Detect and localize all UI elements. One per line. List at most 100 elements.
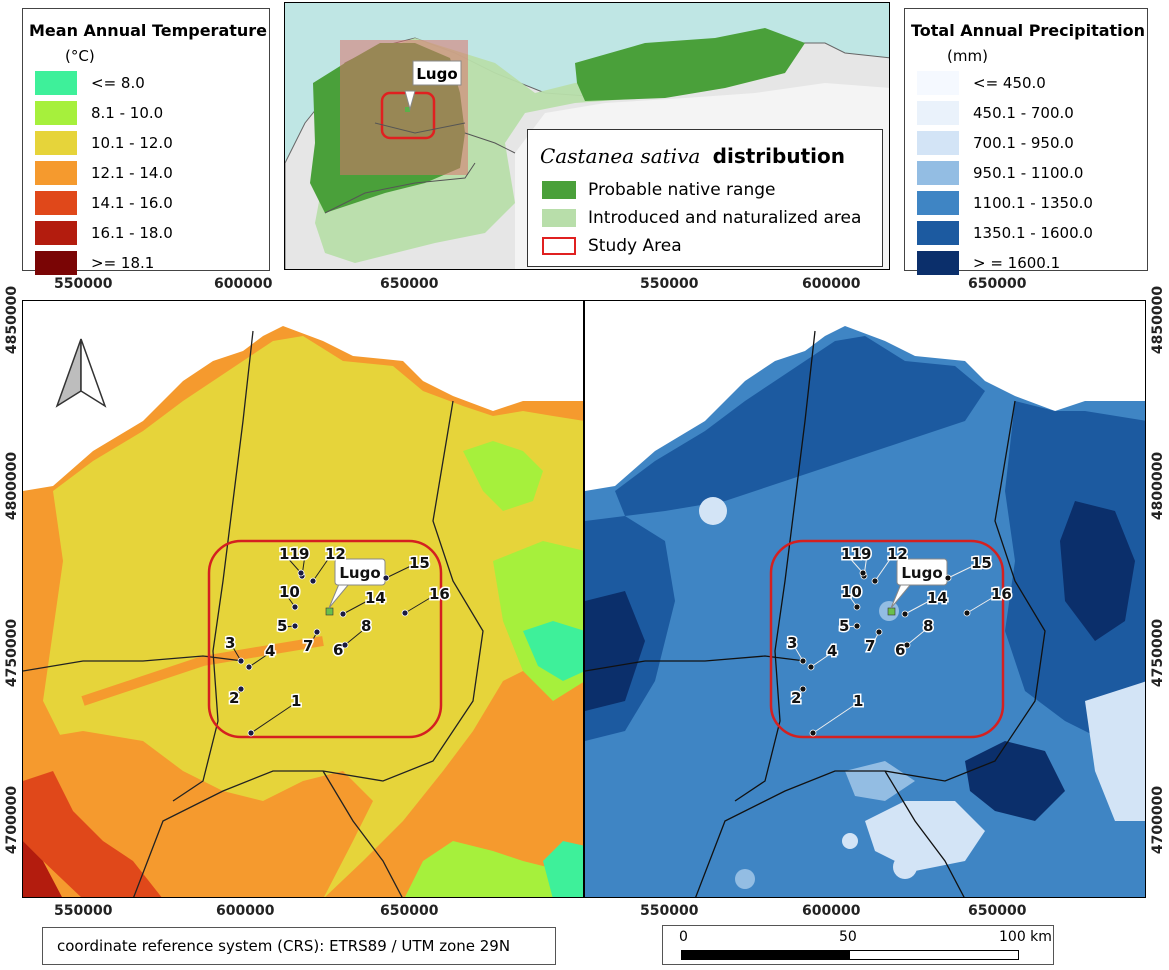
precipitation-legend: Total Annual Precipitation (mm) <= 450.0… [904,8,1148,275]
site-point [809,729,817,737]
site-point [245,663,253,671]
inset-legend-swatch [542,181,576,199]
site-label: 6 [895,641,905,659]
site-leader-line [904,598,934,615]
site-point [237,657,245,665]
x-tick-label: 600000 [214,276,273,292]
site-label: 12 [325,545,346,563]
precipitation-lugo-callout [896,558,948,586]
site-label: 5 [839,617,849,635]
site-point [853,603,861,611]
precipitation-zone-low-spot-d [842,833,858,849]
site-leader-line [874,554,894,582]
temperature-legend-title: Mean Annual Temperature [29,21,268,40]
inset-legend-title-distribution: distribution [712,144,845,168]
site-leader-line [906,626,930,646]
scale-label-100: 100 km [999,929,1052,945]
temperature-legend-item: <= 8.0 [35,71,145,95]
precipitation-legend-label: 700.1 - 950.0 [973,134,1074,152]
temperature-legend-label: <= 8.0 [91,74,145,92]
site-label: 15 [971,554,992,572]
site-label: 2 [791,689,801,707]
y-tick-label: 4800000 [1150,451,1167,521]
inset-legend: Castanea sativa distribution Probable na… [527,129,883,267]
precipitation-legend-item: 1100.1 - 1350.0 [917,191,1093,215]
site-label: 4 [827,642,837,660]
x-tick-label: 550000 [640,276,699,292]
temperature-legend-item: 8.1 - 10.0 [35,101,163,125]
site-label: 3 [225,634,235,652]
temperature-legend-label: 16.1 - 18.0 [91,224,173,242]
scale-segment-white [849,950,1019,960]
site-label: 9 [299,545,309,563]
inset-legend-item: Introduced and naturalized area [542,208,861,228]
inset-legend-label: Introduced and naturalized area [588,208,862,228]
inset-legend-title-species: Castanea sativa [540,144,701,168]
precipitation-legend-label: 450.1 - 700.0 [973,104,1074,122]
precipitation-lugo-label: Lugo [901,564,942,582]
site-point [807,663,815,671]
y-tick-label: 4850000 [4,285,21,355]
site-point [875,628,883,636]
site-label: 16 [991,585,1012,603]
precipitation-map: Lugo 1 2 3 4 5 6 7 8 9 10 11 12 14 15 16 [584,300,1146,898]
site-label: 11 [841,545,862,563]
site-point [339,610,347,618]
site-label: 10 [279,583,300,601]
precipitation-legend-item: > = 1600.1 [917,251,1060,275]
x-tick-label: 550000 [54,903,113,919]
precipitation-legend-unit: (mm) [947,47,988,65]
site-point [382,574,390,582]
precipitation-legend-label: 950.1 - 1100.0 [973,164,1084,182]
site-point [247,729,255,737]
precipitation-lugo-marker [887,607,896,616]
precipitation-zone-low-spot-a [699,497,727,525]
site-label: 2 [229,689,239,707]
site-label: 7 [303,637,313,655]
x-tick-label: 650000 [968,903,1027,919]
temperature-lugo-callout [334,558,386,586]
precipitation-legend-label: 1350.1 - 1600.0 [973,224,1093,242]
precipitation-zone-1350-1600-nw [615,336,985,516]
site-point [903,641,911,649]
site-label: 8 [361,617,371,635]
temperature-map: Lugo 1 2 3 4 5 6 7 8 9 10 11 12 14 15 16 [22,300,584,898]
temperature-legend-swatch [35,101,77,125]
x-tick-label: 650000 [380,276,439,292]
site-label: 10 [841,583,862,601]
precipitation-zone-gt-1600-southeast [965,741,1065,821]
precipitation-legend-swatch [917,251,959,275]
site-leader-line [812,701,860,734]
site-point [297,569,305,577]
precipitation-legend-item: 700.1 - 950.0 [917,131,1074,155]
y-tick-label: 4750000 [4,618,21,688]
inset-legend-title: Castanea sativa distribution [540,144,845,168]
x-tick-label: 650000 [380,903,439,919]
inset-legend-swatch [542,209,576,227]
site-point [799,657,807,665]
precipitation-zone-950-1100-south [845,761,915,801]
site-label: 9 [861,545,871,563]
site-point [313,628,321,636]
site-point [871,577,879,585]
site-leader-line [250,701,298,734]
y-tick-label: 4850000 [1150,285,1167,355]
precipitation-zone-low-spot-e [735,869,755,889]
precipitation-legend-swatch [917,131,959,155]
site-label: 1 [853,692,863,710]
inset-lugo-callout [412,60,462,86]
crs-text: coordinate reference system (CRS): ETRS8… [57,937,511,955]
temperature-legend-item: >= 18.1 [35,251,154,275]
x-tick-label: 600000 [802,276,861,292]
precipitation-sea [585,301,1145,491]
temperature-legend-swatch [35,221,77,245]
x-tick-label: 600000 [216,903,275,919]
temperature-lugo-marker [325,607,334,616]
site-point [853,622,861,630]
site-label: 12 [887,545,908,563]
y-tick-label: 4800000 [4,451,21,521]
temperature-zone-le-8-b [543,841,583,897]
